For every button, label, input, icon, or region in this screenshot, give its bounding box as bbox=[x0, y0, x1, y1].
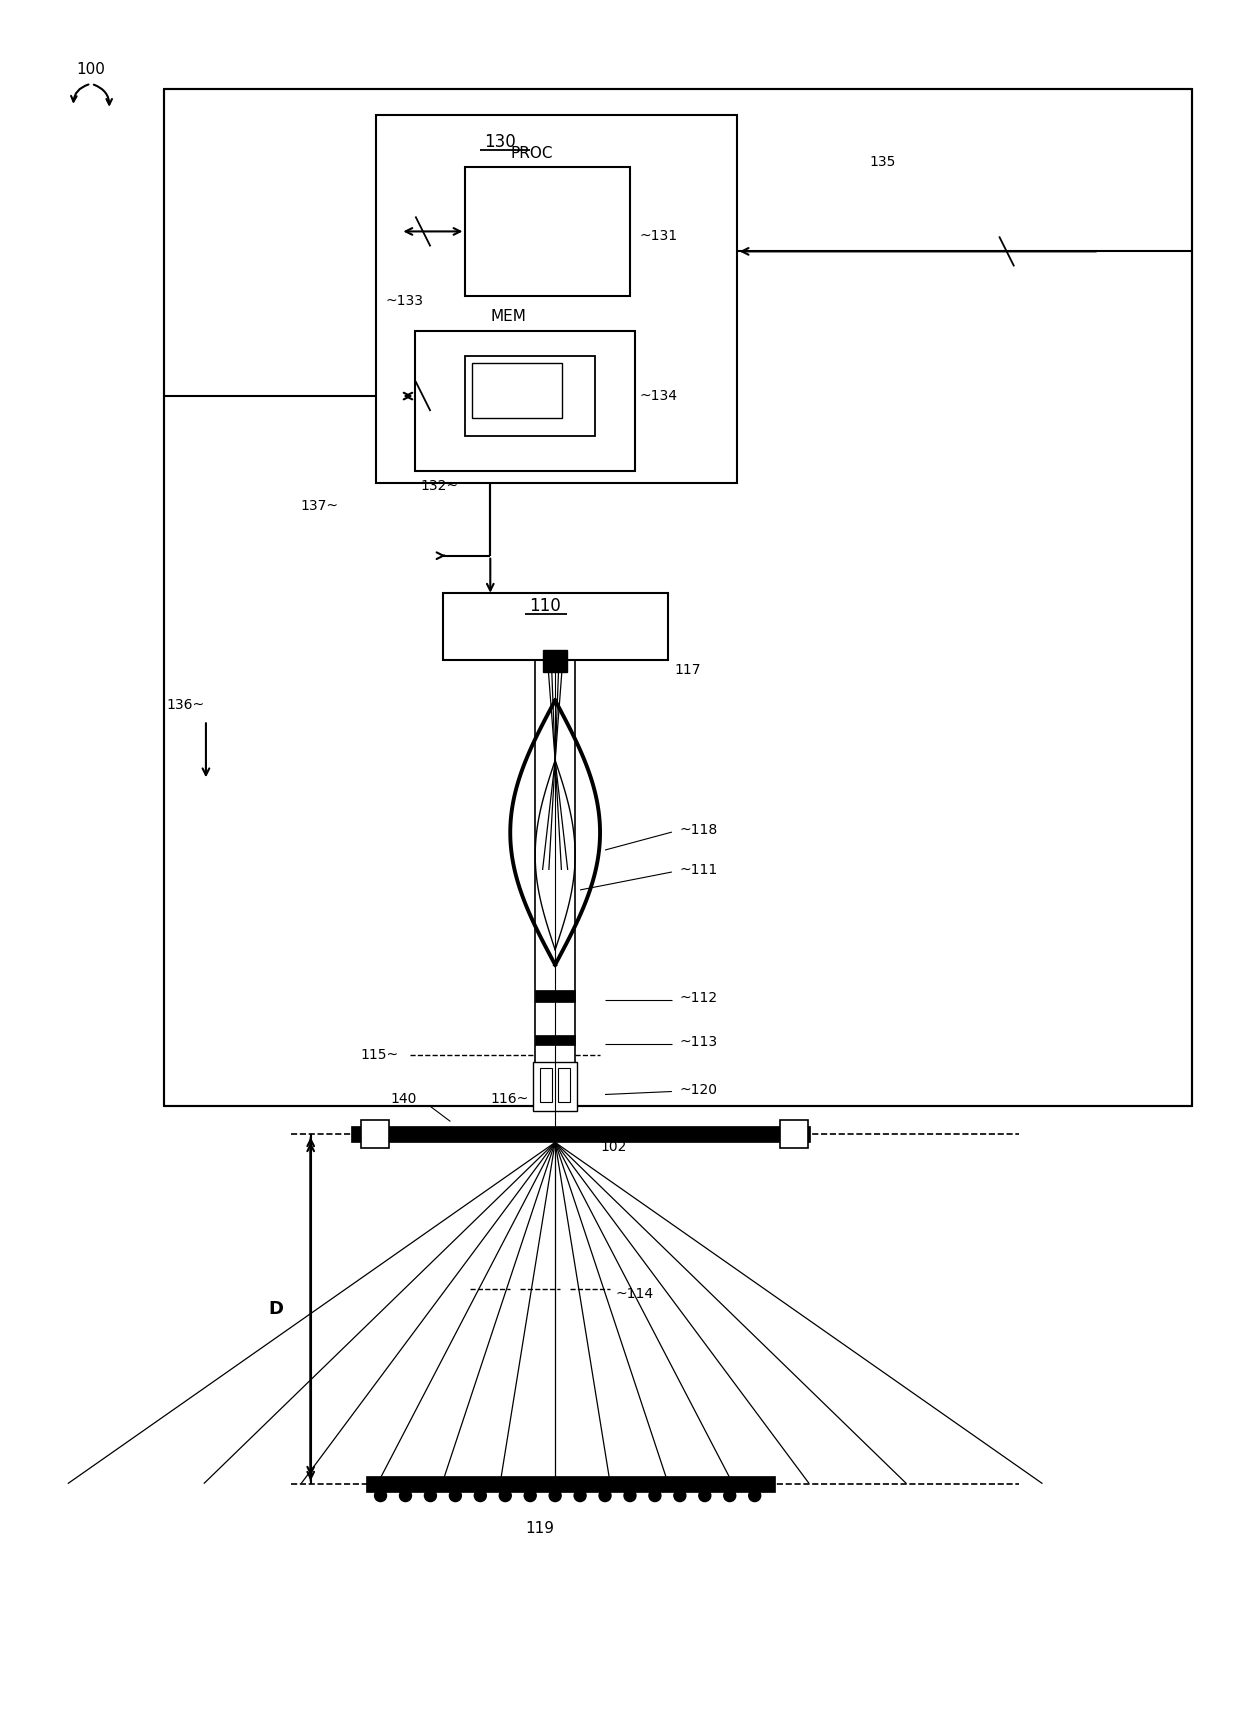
Text: ~120: ~120 bbox=[680, 1082, 718, 1096]
Text: ~111: ~111 bbox=[680, 864, 718, 877]
Text: ~134: ~134 bbox=[640, 388, 678, 402]
Bar bbox=[415, 331, 635, 472]
Text: MEM: MEM bbox=[490, 309, 526, 324]
Text: 119: 119 bbox=[526, 1521, 554, 1536]
Circle shape bbox=[599, 1490, 611, 1502]
Text: PROC: PROC bbox=[510, 146, 553, 161]
Circle shape bbox=[475, 1490, 486, 1502]
Text: 100: 100 bbox=[76, 62, 105, 78]
Bar bbox=[465, 355, 595, 435]
Text: 136~: 136~ bbox=[166, 699, 205, 713]
Text: ~114: ~114 bbox=[615, 1287, 653, 1300]
Bar bbox=[366, 1476, 775, 1491]
Bar bbox=[533, 1061, 577, 1111]
Circle shape bbox=[374, 1490, 387, 1502]
Text: ~112: ~112 bbox=[680, 990, 718, 1004]
Text: D: D bbox=[269, 1300, 284, 1318]
Bar bbox=[472, 362, 562, 418]
Text: 115~: 115~ bbox=[361, 1047, 399, 1061]
Circle shape bbox=[500, 1490, 511, 1502]
Bar bbox=[543, 650, 567, 673]
Circle shape bbox=[549, 1490, 562, 1502]
Bar bbox=[361, 1120, 388, 1148]
Circle shape bbox=[574, 1490, 587, 1502]
Bar bbox=[541, 1068, 552, 1103]
Circle shape bbox=[649, 1490, 661, 1502]
Text: 140: 140 bbox=[391, 1092, 417, 1106]
Bar bbox=[351, 1127, 810, 1143]
Circle shape bbox=[624, 1490, 636, 1502]
Circle shape bbox=[724, 1490, 735, 1502]
Circle shape bbox=[399, 1490, 412, 1502]
Bar bbox=[536, 990, 575, 1002]
Text: 117: 117 bbox=[675, 664, 702, 678]
Text: ~133: ~133 bbox=[386, 295, 424, 309]
Bar bbox=[558, 1068, 570, 1103]
Circle shape bbox=[749, 1490, 760, 1502]
Text: 101: 101 bbox=[630, 1129, 656, 1143]
Text: 132~: 132~ bbox=[420, 479, 459, 492]
Bar bbox=[164, 88, 1192, 1106]
Circle shape bbox=[424, 1490, 436, 1502]
Bar bbox=[444, 593, 668, 661]
Text: ~118: ~118 bbox=[680, 824, 718, 838]
Text: 137~: 137~ bbox=[301, 499, 339, 513]
Text: 102: 102 bbox=[600, 1141, 626, 1155]
Bar bbox=[465, 166, 630, 297]
Circle shape bbox=[449, 1490, 461, 1502]
Bar bbox=[536, 1035, 575, 1044]
Text: 116~: 116~ bbox=[490, 1092, 528, 1106]
Text: ~113: ~113 bbox=[680, 1035, 718, 1049]
Bar bbox=[376, 114, 737, 482]
Text: 130: 130 bbox=[485, 132, 516, 151]
Circle shape bbox=[525, 1490, 536, 1502]
Bar bbox=[780, 1120, 807, 1148]
Text: ~131: ~131 bbox=[640, 229, 678, 243]
Text: 135: 135 bbox=[869, 154, 895, 168]
Circle shape bbox=[673, 1490, 686, 1502]
Circle shape bbox=[699, 1490, 711, 1502]
Text: 110: 110 bbox=[529, 596, 560, 614]
